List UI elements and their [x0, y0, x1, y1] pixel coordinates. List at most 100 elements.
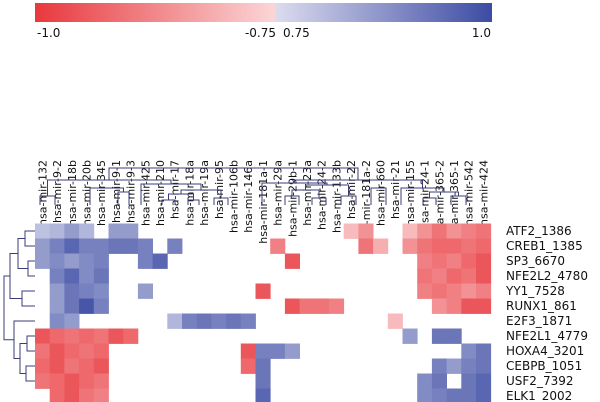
heatmap-cell [240, 343, 256, 359]
heatmap-cell [387, 313, 403, 329]
column-label: hsa-mir-21 [389, 160, 402, 219]
heatmap-cell [476, 388, 492, 402]
heatmap-cell [270, 343, 286, 359]
heatmap-cell [64, 298, 80, 314]
column-label: hsa-mir-424 [477, 160, 490, 226]
heatmap-cell [461, 298, 477, 314]
heatmap-cell [417, 223, 433, 239]
heatmap-cell [93, 343, 109, 359]
row-label: YY1_7528 [505, 284, 565, 298]
heatmap-cell [358, 238, 374, 254]
heatmap-cell [431, 328, 447, 344]
column-label: hsa-mir-365-2 [433, 160, 446, 237]
color-scale-low-segment [35, 3, 275, 22]
row-label: RUNX1_861 [506, 299, 577, 313]
heatmap-cell [461, 358, 477, 374]
heatmap-cell [49, 313, 65, 329]
heatmap-cell [49, 358, 65, 374]
heatmap-cell [299, 298, 315, 314]
heatmap-cell [446, 283, 462, 299]
column-label: hsa-mir-17 [169, 160, 182, 219]
heatmap-cell [402, 223, 418, 239]
heatmap-cell [35, 238, 51, 254]
heatmap-cell [446, 238, 462, 254]
heatmap-cell [461, 223, 477, 239]
heatmap-cell [137, 283, 153, 299]
column-label: hsa-mir-23a [301, 160, 314, 226]
heatmap-cell [79, 223, 95, 239]
column-label: hsa-mir-18b [66, 160, 79, 226]
heatmap-cell [431, 283, 447, 299]
heatmap-cell [35, 223, 51, 239]
heatmap-cell [314, 298, 330, 314]
heatmap-cell [417, 238, 433, 254]
heatmap-cell [35, 253, 51, 269]
heatmap-cell [270, 238, 286, 254]
heatmap-cell [182, 313, 198, 329]
heatmap-cell [329, 298, 345, 314]
heatmap-cell [417, 283, 433, 299]
column-label: hsa-mir-425 [139, 160, 152, 226]
heatmap-cell [476, 238, 492, 254]
heatmap-cell [461, 268, 477, 284]
heatmap-cell [476, 298, 492, 314]
color-scale-tick-pos: 0.75 [283, 26, 310, 40]
heatmap-cell [93, 373, 109, 389]
row-label: HOXA4_3201 [506, 344, 584, 358]
color-scale-tick-min: -1.0 [37, 26, 60, 40]
heatmap-cell [93, 388, 109, 402]
column-label: hsa-mir-29a [272, 160, 285, 226]
heatmap-cell [358, 223, 374, 239]
heatmap-cell [196, 313, 212, 329]
color-scale-tick-max: 1.0 [472, 26, 491, 40]
heatmap-cell [79, 328, 95, 344]
heatmap-cell [211, 313, 227, 329]
heatmap-cell [49, 283, 65, 299]
column-label: hsa-mir-20b [80, 160, 93, 226]
column-label: hsa-mir-365-1 [448, 160, 461, 237]
column-label: hsa-mir-106b [227, 160, 240, 233]
heatmap-cell [49, 343, 65, 359]
heatmap-cell [476, 268, 492, 284]
heatmap-cell [446, 328, 462, 344]
column-label: hsa-mir-29b-1 [286, 160, 299, 237]
heatmap-cell [93, 298, 109, 314]
heatmap-cell [431, 238, 447, 254]
heatmap-cell [167, 238, 183, 254]
row-label: ELK1_2002 [506, 389, 572, 402]
heatmap-cell [64, 283, 80, 299]
heatmap-cell [476, 373, 492, 389]
heatmap-cell [49, 328, 65, 344]
row-label: CREB1_1385 [506, 239, 583, 253]
heatmap-cell [431, 388, 447, 402]
row-label: E2F3_1871 [506, 314, 572, 328]
heatmap-cell [446, 268, 462, 284]
heatmap-cell [446, 388, 462, 402]
heatmap-cell [93, 253, 109, 269]
heatmap-cell [461, 238, 477, 254]
heatmap-cell [64, 253, 80, 269]
column-label: hsa-mir-18a [183, 160, 196, 226]
heatmap-cell [431, 358, 447, 374]
heatmap-cell [461, 373, 477, 389]
heatmap-cell [49, 373, 65, 389]
heatmap-cell [49, 268, 65, 284]
heatmap-cell [167, 313, 183, 329]
row-label: ATF2_1386 [506, 224, 572, 238]
heatmap-cell [123, 223, 139, 239]
heatmap-cell [284, 343, 300, 359]
heatmap-cell [64, 373, 80, 389]
heatmap-cell [476, 358, 492, 374]
heatmap-cell [64, 268, 80, 284]
column-label: hsa-mir-95 [213, 160, 226, 219]
column-label: hsa-mir-345 [95, 160, 108, 226]
color-scale-high-segment [275, 3, 492, 22]
heatmap-cells [35, 223, 492, 402]
heatmap-cell [461, 253, 477, 269]
column-label: hsa-mir-155 [404, 160, 417, 226]
heatmap-cell [79, 343, 95, 359]
row-label: NFE2L1_4779 [506, 329, 588, 343]
heatmap-cell [64, 358, 80, 374]
heatmap-cell [64, 313, 80, 329]
heatmap-cell [49, 253, 65, 269]
